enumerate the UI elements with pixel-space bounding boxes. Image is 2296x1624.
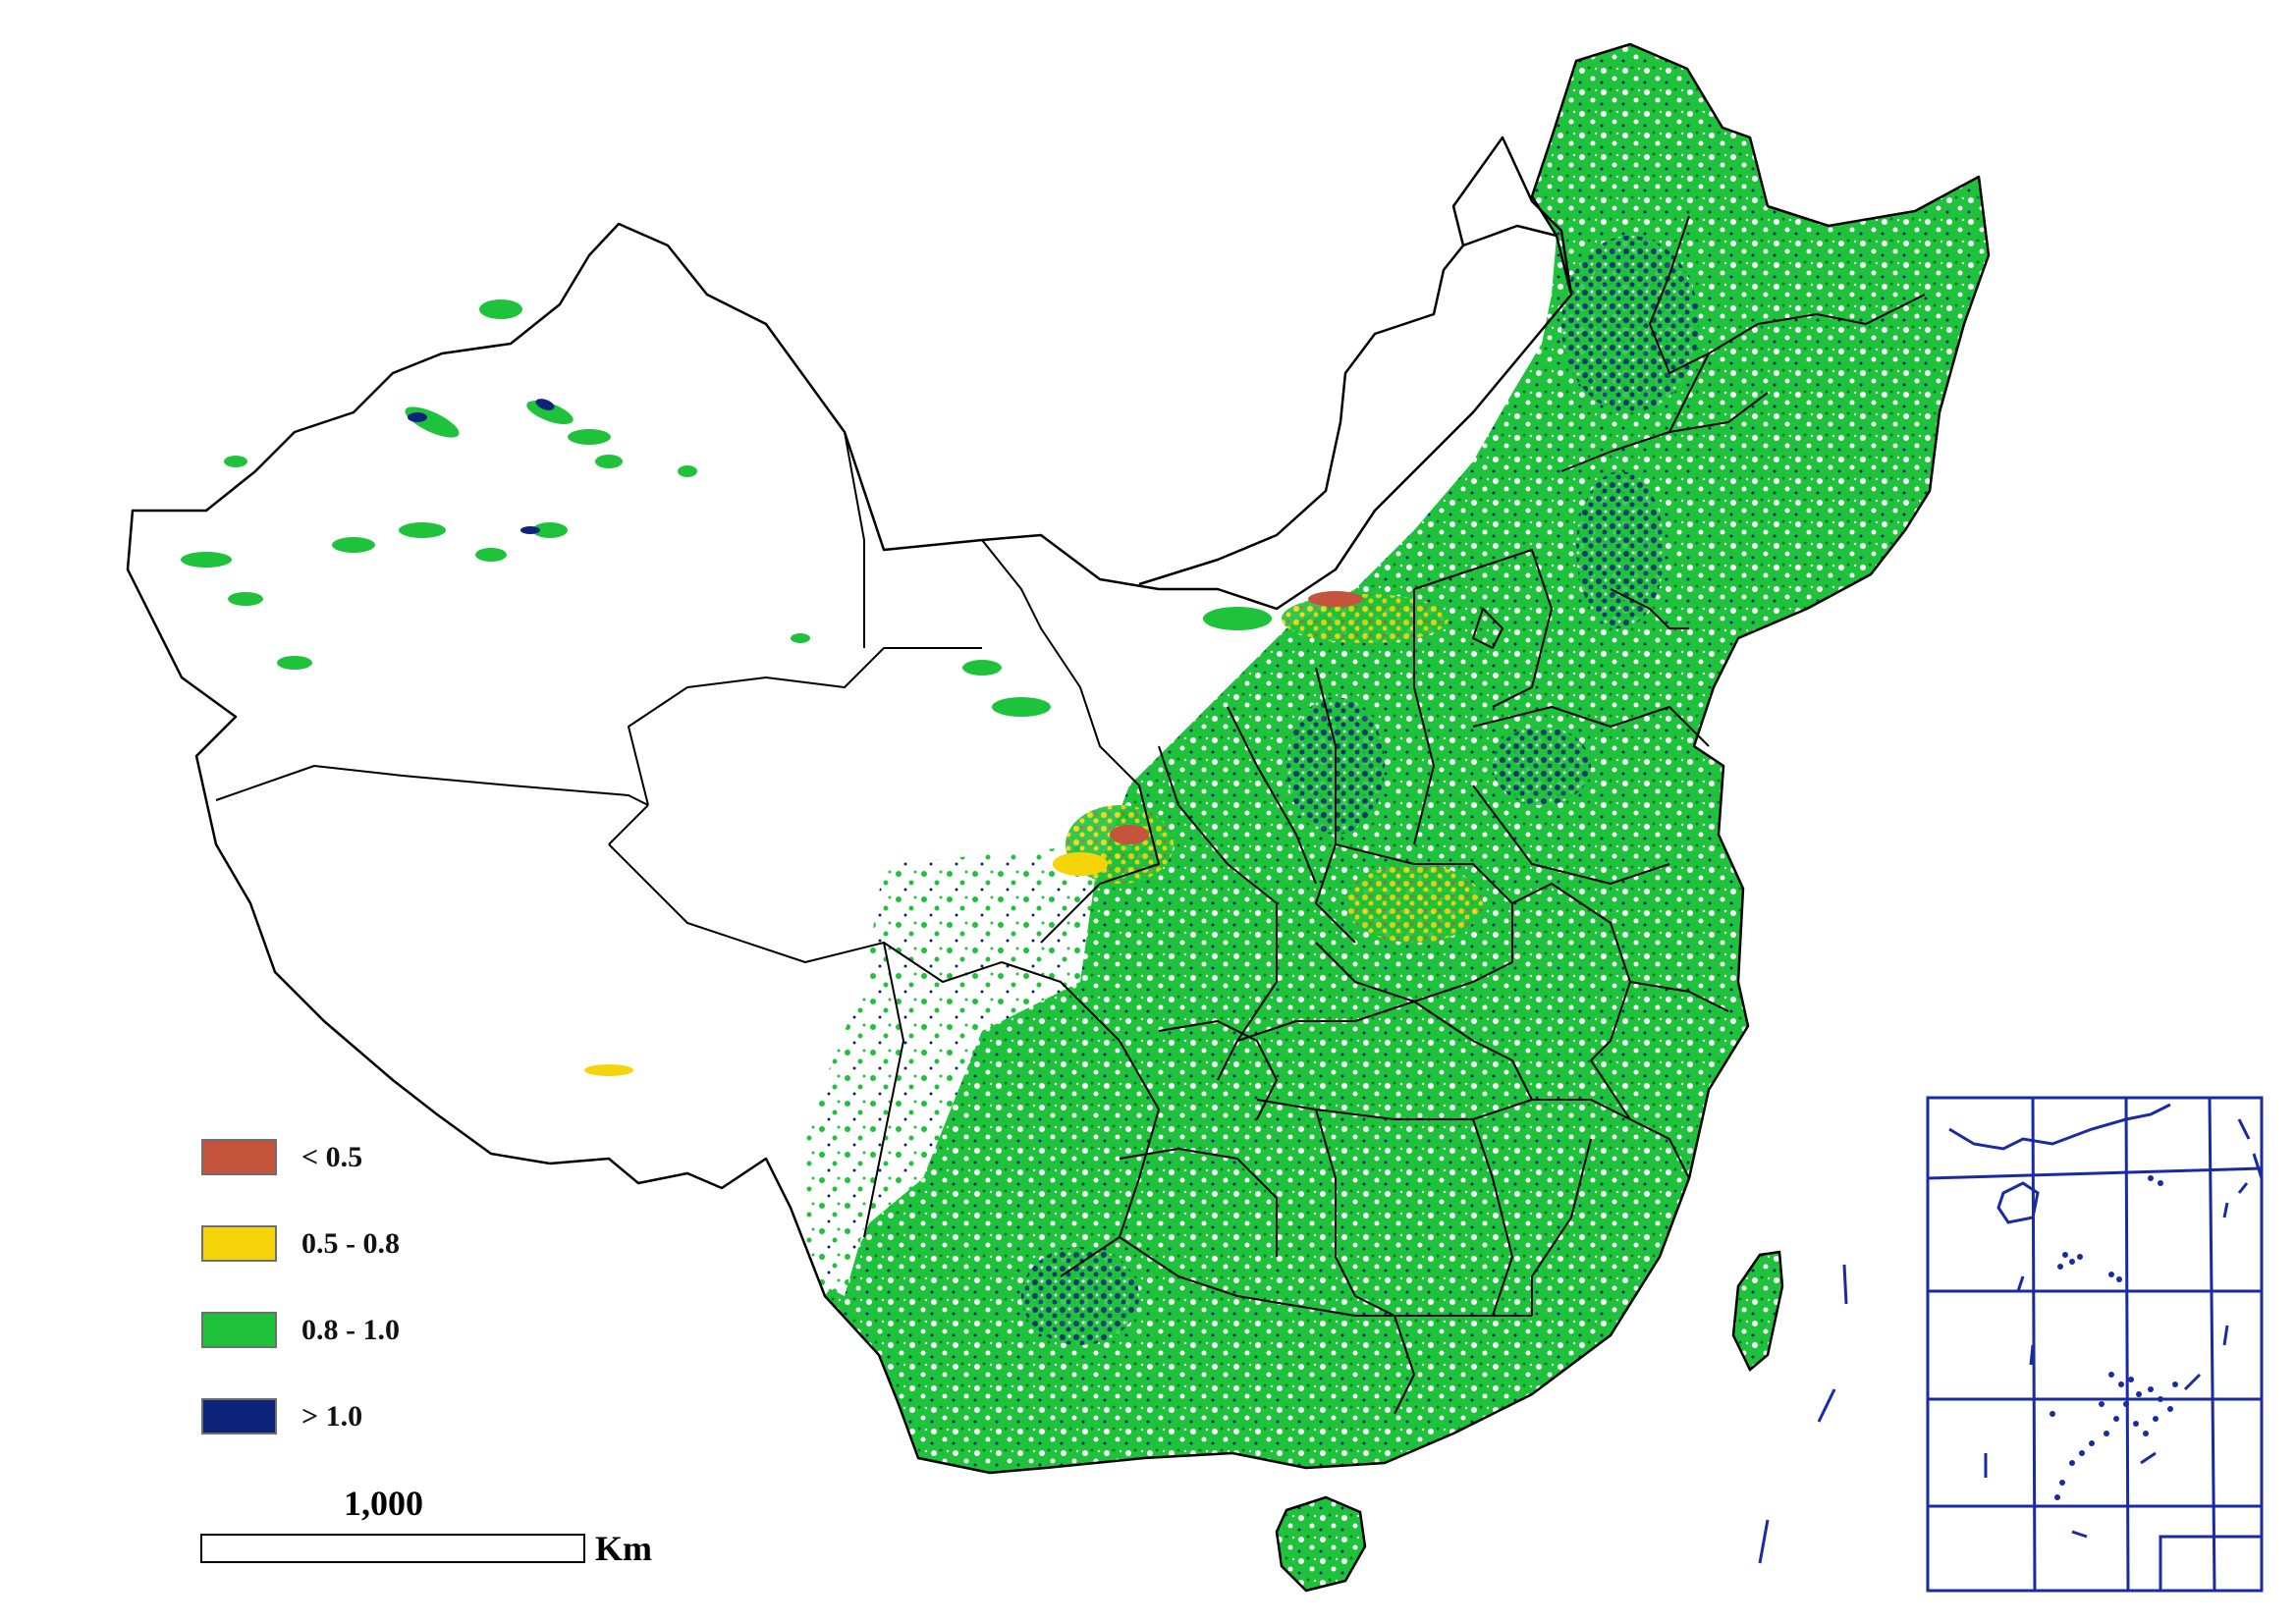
provincial-boundaries <box>215 215 1926 1415</box>
legend-label: 0.8 - 1.0 <box>301 1314 400 1346</box>
western-patches-dense <box>408 399 555 534</box>
western-patches <box>181 299 810 670</box>
inset-islands <box>2050 1175 2178 1500</box>
boundary-dashes <box>1758 1264 1848 1564</box>
legend-swatch <box>201 1398 277 1435</box>
legend-item-0-5-0-8: 0.5 - 0.8 <box>201 1225 496 1265</box>
legend-swatch <box>201 1225 277 1262</box>
vegetation-layer <box>181 44 1989 1591</box>
legend-swatch <box>201 1312 277 1348</box>
taiwan-outline <box>1731 1250 1784 1372</box>
scale-bar-unit: Km <box>595 1529 652 1568</box>
scale-bar-rect <box>200 1534 585 1563</box>
scale-bar-value: 1,000 <box>344 1484 423 1523</box>
south-china-sea-inset <box>1926 1096 2264 1593</box>
legend-label: < 0.5 <box>301 1141 363 1173</box>
hainan-fill <box>1277 1497 1365 1591</box>
legend-item-gt-1-0: > 1.0 <box>201 1398 496 1437</box>
national-boundary <box>126 42 1991 1475</box>
scale-bar: 1,000 Km <box>200 1483 790 1571</box>
legend-label: 0.5 - 0.8 <box>301 1227 400 1260</box>
legend-label: > 1.0 <box>301 1400 363 1433</box>
legend-item-0-8-1-0: 0.8 - 1.0 <box>201 1312 496 1351</box>
legend-item-lt-0-5: < 0.5 <box>201 1139 496 1178</box>
legend-swatch <box>201 1139 277 1175</box>
hainan-outline <box>1275 1495 1367 1593</box>
